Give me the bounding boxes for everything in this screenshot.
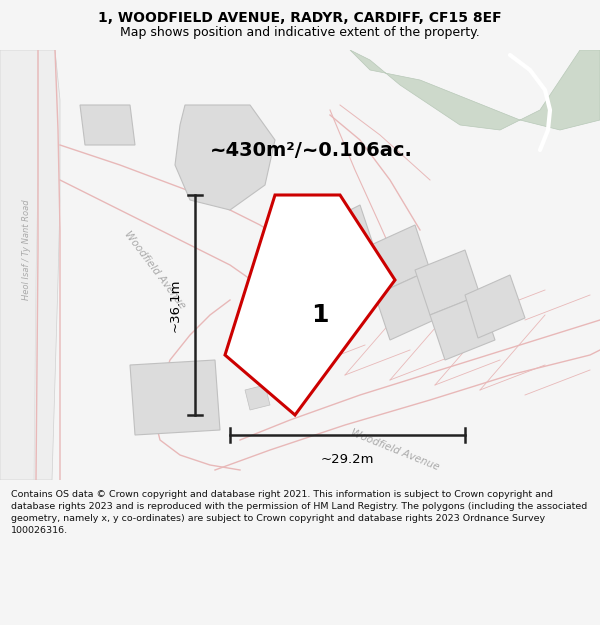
Polygon shape bbox=[245, 385, 270, 410]
Polygon shape bbox=[130, 360, 220, 435]
Text: Woodfield Avenue: Woodfield Avenue bbox=[122, 229, 187, 311]
Polygon shape bbox=[320, 250, 390, 320]
Polygon shape bbox=[225, 195, 395, 415]
Polygon shape bbox=[0, 50, 60, 480]
Polygon shape bbox=[310, 205, 375, 275]
Polygon shape bbox=[430, 295, 495, 360]
Text: ~430m²/~0.106ac.: ~430m²/~0.106ac. bbox=[210, 141, 413, 159]
Polygon shape bbox=[360, 225, 430, 295]
Text: Contains OS data © Crown copyright and database right 2021. This information is : Contains OS data © Crown copyright and d… bbox=[11, 490, 587, 534]
Polygon shape bbox=[415, 250, 480, 315]
Text: ~29.2m: ~29.2m bbox=[321, 453, 374, 466]
Text: Map shows position and indicative extent of the property.: Map shows position and indicative extent… bbox=[120, 26, 480, 39]
Text: Heol Isaf / Ty Nant Road: Heol Isaf / Ty Nant Road bbox=[23, 200, 32, 300]
Polygon shape bbox=[80, 105, 135, 145]
Text: 1: 1 bbox=[311, 303, 329, 327]
Polygon shape bbox=[465, 275, 525, 338]
Text: Woodfield Avenue: Woodfield Avenue bbox=[349, 428, 440, 472]
Polygon shape bbox=[350, 50, 600, 130]
Polygon shape bbox=[375, 270, 445, 340]
Text: 1, WOODFIELD AVENUE, RADYR, CARDIFF, CF15 8EF: 1, WOODFIELD AVENUE, RADYR, CARDIFF, CF1… bbox=[98, 11, 502, 25]
Polygon shape bbox=[175, 105, 275, 210]
Text: ~36.1m: ~36.1m bbox=[169, 278, 182, 332]
